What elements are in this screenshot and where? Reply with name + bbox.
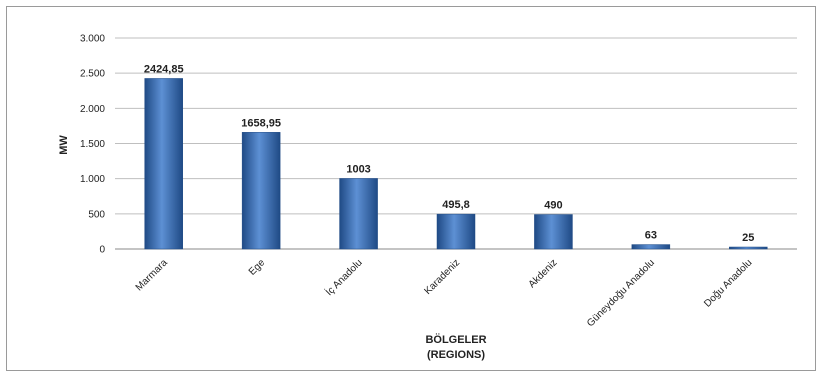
bar	[631, 244, 671, 250]
y-tick-label: 1.000	[80, 174, 105, 185]
x-tick-label: Doğu Anadolu	[702, 257, 754, 309]
x-tick-label: Karadeniz	[423, 257, 463, 297]
bar-chart: 2424,85 1658,95 1003 495,8 490 63 25 0 500 1.000…	[58, 34, 797, 361]
data-label: 490	[544, 200, 562, 212]
x-tick-label: İç Anadolu	[322, 256, 364, 298]
bar	[534, 214, 573, 250]
x-tick-label: Güneydoğu Anadolu	[585, 257, 657, 329]
y-axis-title: MW	[58, 135, 70, 155]
bar	[144, 78, 183, 250]
bar	[436, 213, 476, 250]
y-tick-label: 500	[88, 209, 105, 220]
data-label: 1003	[346, 163, 370, 175]
data-label: 495,8	[442, 199, 470, 211]
data-label: 25	[742, 232, 754, 244]
bar	[241, 132, 281, 250]
y-tick-label: 2.000	[80, 104, 105, 115]
y-tick-label: 0	[99, 245, 105, 256]
data-label: 63	[645, 230, 657, 242]
y-tick-label: 1.500	[80, 139, 105, 150]
x-axis-ticks: Marmara Ege İç Anadolu Karadeniz Akdeniz Güne…	[134, 256, 755, 329]
bars	[144, 78, 768, 250]
y-tick-label: 2.500	[80, 69, 105, 80]
x-tick-label: Akdeniz	[527, 257, 560, 290]
data-label: 2424,85	[144, 63, 184, 75]
gridlines	[115, 37, 797, 250]
x-axis-subtitle: (REGIONS)	[427, 349, 485, 361]
y-tick-label: 3.000	[80, 34, 105, 45]
y-axis-ticks: 0 500 1.000 1.500 2.000 2.500 3.000	[80, 34, 105, 256]
data-label: 1658,95	[241, 117, 281, 129]
data-labels: 2424,85 1658,95 1003 495,8 490 63 25	[144, 63, 755, 244]
bar	[729, 246, 768, 250]
bar	[339, 178, 378, 250]
chart-frame: 2424,85 1658,95 1003 495,8 490 63 25 0 500 1.000…	[6, 6, 816, 371]
x-tick-label: Ege	[247, 257, 268, 278]
x-axis-title: BÖLGELER	[425, 333, 486, 346]
x-tick-label: Marmara	[134, 257, 170, 293]
